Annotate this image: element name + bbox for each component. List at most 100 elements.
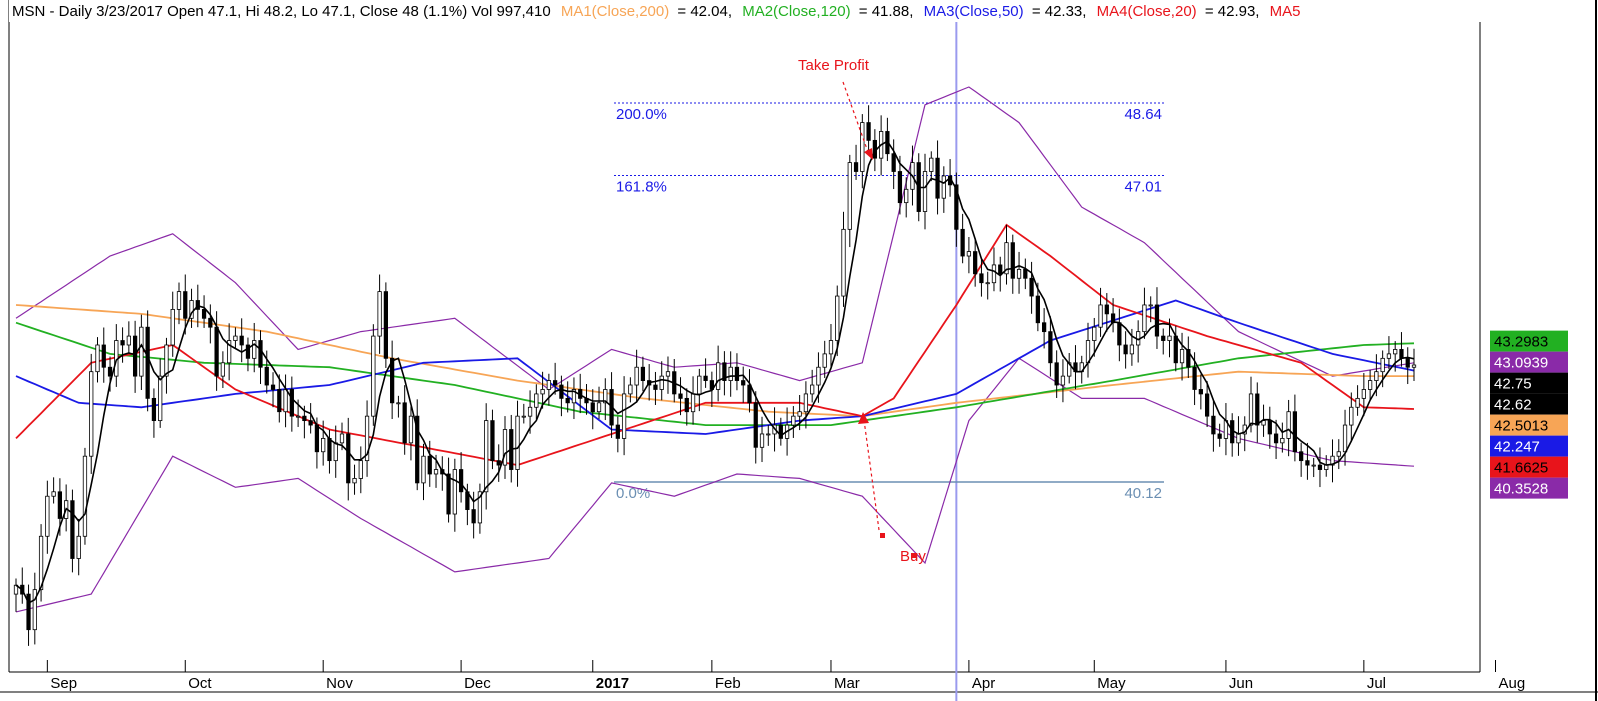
price-tag xyxy=(1490,477,1568,499)
candle-body xyxy=(76,535,81,559)
price-tags: 43.2983 43.0939 42.75 42.62 42.5013 42.247 41.… xyxy=(1490,330,1568,499)
candle-body xyxy=(1060,375,1066,386)
candle-body xyxy=(195,300,200,310)
candle-body xyxy=(164,344,169,377)
price-tag-label: 42.75 xyxy=(1494,376,1532,393)
candle-body xyxy=(1016,268,1022,279)
candle-body xyxy=(38,535,44,591)
bollinger-bands-layer xyxy=(15,86,1415,613)
candle-body xyxy=(596,402,602,413)
buy-arrow xyxy=(863,419,880,531)
candle-body xyxy=(390,357,395,404)
annotation-layer: Take Profit Buy xyxy=(798,57,926,565)
x-tick-label: Nov xyxy=(326,675,353,692)
candle-body xyxy=(973,251,978,275)
candle-body xyxy=(728,366,733,381)
candle-body xyxy=(835,295,840,341)
ma3-label: MA3(Close,50) xyxy=(924,3,1024,20)
price-tag xyxy=(1490,435,1568,457)
ma200-line xyxy=(15,304,1414,418)
candle-body xyxy=(1004,242,1009,275)
candle-body xyxy=(847,162,852,230)
candle-body xyxy=(615,424,620,439)
ma4-label: MA4(Close,20) xyxy=(1097,3,1197,20)
candle-body xyxy=(1161,335,1166,341)
candle-body xyxy=(778,424,783,439)
buy-marker xyxy=(880,533,885,538)
candle-body xyxy=(427,455,432,475)
candle-body xyxy=(897,171,903,204)
price-tag-label: 43.2983 xyxy=(1494,334,1548,351)
fib-level-label: 161.8% xyxy=(616,179,667,196)
candle-body xyxy=(1386,353,1392,359)
header-legend: MSN - Daily 3/23/2017 Open 47.1, Hi 48.2… xyxy=(12,3,1301,20)
candle-body xyxy=(433,469,439,475)
fib-level-value: 47.01 xyxy=(1124,179,1162,196)
candle-body xyxy=(1211,415,1216,435)
candle-body xyxy=(26,593,31,631)
take-profit-label: Take Profit xyxy=(798,57,870,74)
price-tag xyxy=(1490,372,1568,394)
candle-body xyxy=(1349,406,1354,426)
ma2-label: MA2(Close,120) xyxy=(742,3,850,20)
candle-body xyxy=(176,291,182,310)
price-tag-label: 40.3528 xyxy=(1494,481,1548,498)
candle-body xyxy=(302,415,307,422)
candle-body xyxy=(158,375,163,422)
candle-body xyxy=(252,340,257,359)
candle-body xyxy=(634,366,639,386)
candle-body xyxy=(791,415,796,426)
candle-body xyxy=(1179,349,1185,364)
candle-body xyxy=(120,340,125,346)
candle-body xyxy=(665,371,671,377)
candle-body xyxy=(521,415,526,418)
candle-body xyxy=(810,384,815,395)
candle-body xyxy=(220,362,226,377)
x-tick-label: Mar xyxy=(834,675,860,692)
x-tick-label: Feb xyxy=(715,675,741,692)
ma5-label: MA5 xyxy=(1270,3,1301,20)
x-tick-label: May xyxy=(1097,675,1126,692)
candle-body xyxy=(1142,304,1147,333)
candle-body xyxy=(126,335,131,346)
take-profit-arrowhead xyxy=(864,148,873,160)
candle-body xyxy=(1248,393,1254,426)
candle-body xyxy=(1330,455,1335,466)
candle-body xyxy=(107,366,113,377)
candle-body xyxy=(690,393,696,413)
price-tag xyxy=(1490,393,1568,415)
candle-body xyxy=(1186,349,1191,368)
candle-body xyxy=(716,362,721,390)
candle-body xyxy=(998,264,1003,275)
x-tick-label: Jun xyxy=(1229,675,1253,692)
candle-body xyxy=(145,326,150,399)
candle-body xyxy=(89,371,94,457)
candle-body xyxy=(408,415,414,444)
candle-body xyxy=(559,384,564,399)
candle-body xyxy=(1355,397,1360,408)
candle-body xyxy=(1374,371,1379,381)
candle-body xyxy=(139,326,144,377)
candle-body xyxy=(979,273,984,284)
candle-body xyxy=(866,122,871,141)
candle-body xyxy=(1173,335,1178,364)
candle-body xyxy=(904,188,909,204)
candle-body xyxy=(1023,268,1028,279)
candle-body xyxy=(734,366,740,381)
price-tag-label: 42.5013 xyxy=(1494,418,1548,435)
candle-body xyxy=(1167,335,1172,341)
candle-body xyxy=(935,157,940,199)
candle-body xyxy=(759,433,765,448)
candle-body xyxy=(1154,304,1160,337)
ma120-line xyxy=(15,321,1415,426)
candle-body xyxy=(227,340,232,364)
candle-body xyxy=(1280,438,1285,444)
candle-body xyxy=(1292,411,1298,453)
candle-body xyxy=(653,384,658,390)
candle-body xyxy=(1367,380,1373,390)
candle-body xyxy=(1393,349,1398,355)
take-profit-arrow xyxy=(842,81,869,153)
candle-body xyxy=(289,389,294,417)
candle-body xyxy=(51,491,56,497)
